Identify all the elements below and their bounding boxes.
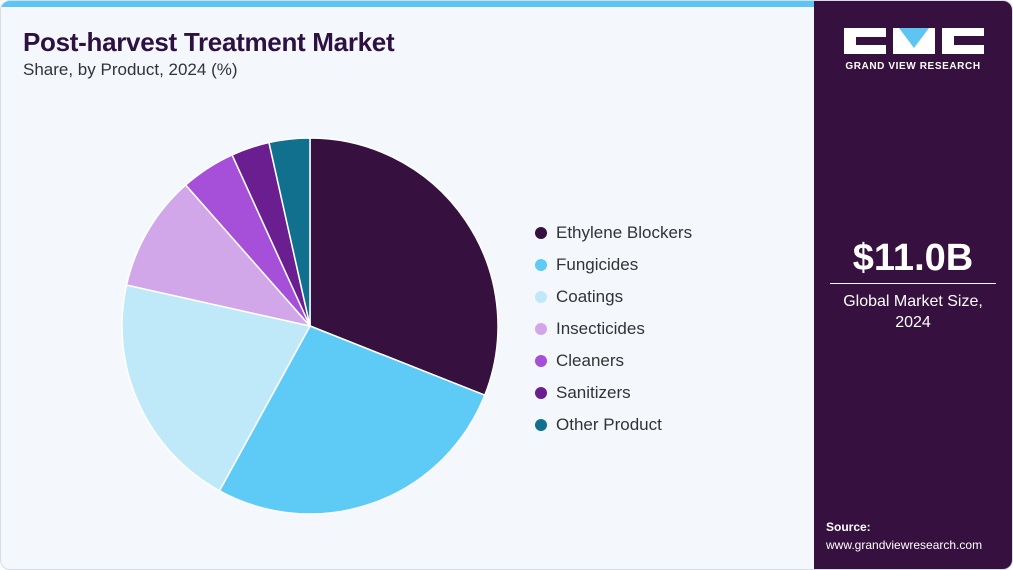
legend-marker-icon: [535, 387, 547, 399]
source-title: Source:: [826, 520, 871, 534]
pie-slice-other-product: [268, 137, 311, 327]
legend-marker-icon: [535, 419, 547, 431]
pie-slice-insecticides: [125, 183, 313, 328]
market-size-label: Global Market Size, 2024: [814, 291, 1012, 333]
pie-slice-ethylene-blockers: [309, 137, 499, 397]
legend-item: Cleaners: [535, 345, 692, 377]
market-size-value: $11.0B: [852, 237, 974, 279]
chart-title: Post-harvest Treatment Market: [23, 27, 395, 57]
pie-slice-coatings: [121, 284, 312, 492]
legend-item: Sanitizers: [535, 377, 692, 409]
legend-item: Fungicides: [535, 249, 692, 281]
pie-slice-fungicides: [218, 325, 486, 515]
chart-legend: Ethylene Blockers Fungicides Coatings Insec…: [535, 217, 692, 441]
source-link[interactable]: www.grandviewresearch.com: [826, 538, 983, 552]
grand-view-research-logo: [844, 28, 984, 54]
divider: [830, 283, 996, 284]
legend-marker-icon: [535, 323, 547, 335]
legend-label: Sanitizers: [556, 383, 631, 402]
brand-name: GRAND VIEW RESEARCH: [845, 61, 981, 72]
market-label-line2: 2024: [895, 314, 931, 331]
legend-item: Ethylene Blockers: [535, 217, 692, 249]
legend-label: Cleaners: [556, 351, 625, 370]
legend-item: Other Product: [535, 409, 692, 441]
pie-slices: [121, 137, 499, 515]
legend-marker-icon: [535, 355, 547, 367]
legend-label: Coatings: [556, 287, 624, 306]
pie-chart: [121, 137, 499, 515]
legend-label: Fungicides: [556, 255, 639, 274]
sidebar-panel: GRAND VIEW RESEARCH $11.0B Global Market…: [814, 1, 1012, 569]
accent-bar: [1, 1, 814, 7]
legend-item: Insecticides: [535, 313, 692, 345]
legend-marker-icon: [535, 227, 547, 239]
legend-label: Other Product: [556, 415, 662, 434]
chart-subtitle: Share, by Product, 2024 (%): [23, 60, 238, 79]
market-label-line1: Global Market Size,: [843, 293, 983, 310]
legend-marker-icon: [535, 259, 547, 271]
legend-marker-icon: [535, 291, 547, 303]
legend-label: Ethylene Blockers: [556, 223, 693, 242]
legend-item: Coatings: [535, 281, 692, 313]
legend-label: Insecticides: [556, 319, 645, 338]
